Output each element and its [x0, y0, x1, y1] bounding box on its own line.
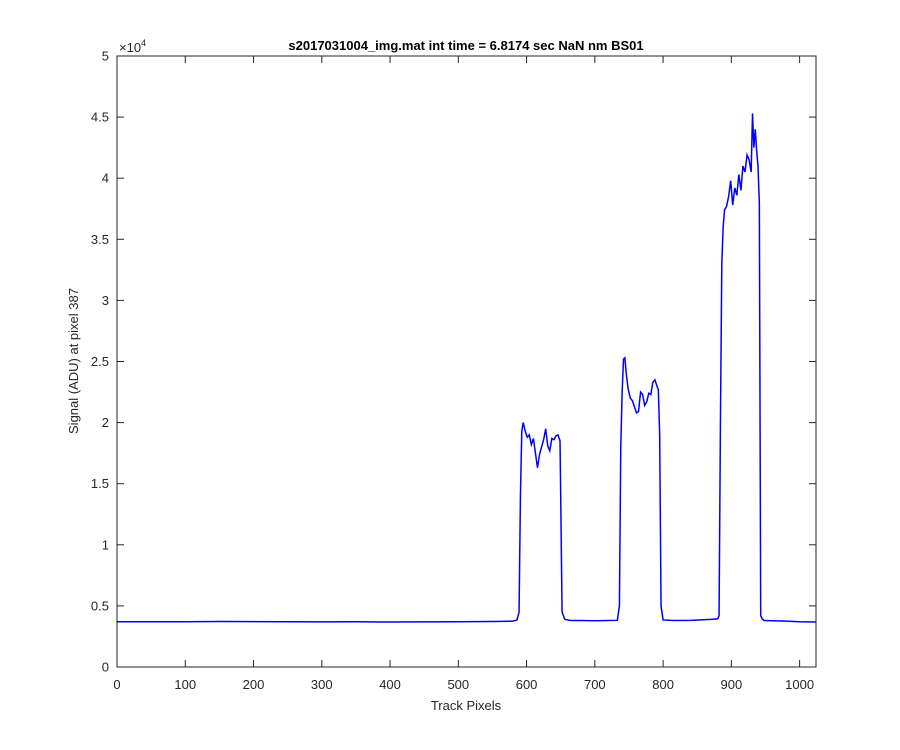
x-tick-label: 200	[243, 677, 265, 692]
y-axis-ticks: 0 0.5 1 1.5 2 2.5 3 3.5 4 4.5 5	[91, 49, 816, 675]
x-tick-label: 0	[113, 677, 120, 692]
x-tick-label: 400	[379, 677, 401, 692]
series-line	[117, 113, 817, 623]
x-tick-label: 700	[584, 677, 606, 692]
y-tick-label: 4.5	[91, 110, 109, 125]
y-tick-label: 3	[102, 293, 109, 308]
x-axis-ticks: 0 100 200 300 400 500 600 700 800 900 1000	[113, 56, 814, 692]
x-axis-label: Track Pixels	[431, 698, 502, 713]
y-tick-label: 1	[102, 537, 109, 552]
x-tick-label: 600	[516, 677, 538, 692]
x-tick-label: 800	[652, 677, 674, 692]
x-tick-label: 100	[174, 677, 196, 692]
x-tick-label: 900	[721, 677, 743, 692]
y-multiplier-base: ×10	[119, 40, 141, 55]
y-axis-label: Signal (ADU) at pixel 387	[66, 288, 81, 434]
x-tick-label: 300	[311, 677, 333, 692]
y-axis-multiplier: ×104	[119, 38, 146, 55]
y-tick-label: 4	[102, 171, 109, 186]
y-multiplier-exponent: 4	[141, 38, 146, 48]
y-tick-label: 0	[102, 660, 109, 675]
chart-title: s2017031004_img.mat int time = 6.8174 se…	[288, 38, 643, 53]
x-tick-label: 500	[447, 677, 469, 692]
y-tick-label: 0.5	[91, 598, 109, 613]
y-tick-label: 2	[102, 415, 109, 430]
y-tick-label: 1.5	[91, 476, 109, 491]
x-tick-label: 1000	[785, 677, 814, 692]
y-tick-label: 5	[102, 49, 109, 64]
plot-area	[116, 55, 817, 668]
y-tick-label: 2.5	[91, 354, 109, 369]
y-tick-label: 3.5	[91, 232, 109, 247]
